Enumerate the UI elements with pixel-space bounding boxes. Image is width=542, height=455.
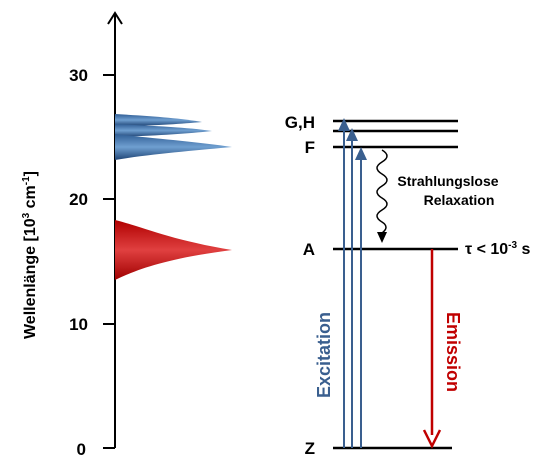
- emission-band: [115, 220, 232, 280]
- level-label-f: F: [305, 138, 315, 157]
- y-axis-arrowhead: [107, 11, 123, 25]
- tick-label-0: 0: [77, 440, 86, 455]
- relaxation-arrow: Strahlungslose Relaxation: [376, 149, 499, 243]
- level-label-a: A: [303, 240, 315, 259]
- excitation-arrow-to-g-head: [338, 118, 350, 131]
- excitation-label: Excitation: [314, 312, 334, 398]
- absorption-band-lower: [115, 134, 232, 160]
- absorption-spectrum: [115, 114, 232, 160]
- y-axis-label: Wellenlänge [103 cm-1]: [21, 171, 39, 339]
- emission-arrowhead: [422, 429, 442, 449]
- relaxation-wave: [376, 149, 388, 234]
- level-label-z: Z: [305, 439, 315, 455]
- tick-label-10: 10: [69, 315, 88, 334]
- relaxation-label-line2: Relaxation: [424, 192, 495, 208]
- tick-label-30: 30: [69, 66, 88, 85]
- emission-label: Emission: [443, 312, 463, 392]
- absorption-band-middle: [115, 124, 212, 137]
- excitation-arrows: Excitation: [314, 118, 367, 448]
- y-axis: 0 10 20 30 Wellenlänge [103 cm-1]: [21, 11, 123, 455]
- level-label-gh: G,H: [285, 113, 315, 132]
- emission-arrow: Emission: [422, 249, 463, 449]
- lifetime-label: τ < 10-3 s: [465, 240, 531, 258]
- emission-spectrum: [115, 220, 232, 280]
- excitation-arrow-to-f-head: [355, 147, 367, 160]
- relaxation-label-line1: Strahlungslose: [397, 173, 498, 189]
- relaxation-arrowhead: [377, 232, 387, 243]
- excitation-arrow-to-h-head: [346, 128, 358, 141]
- tick-label-20: 20: [69, 190, 88, 209]
- absorption-band-upper: [115, 114, 202, 126]
